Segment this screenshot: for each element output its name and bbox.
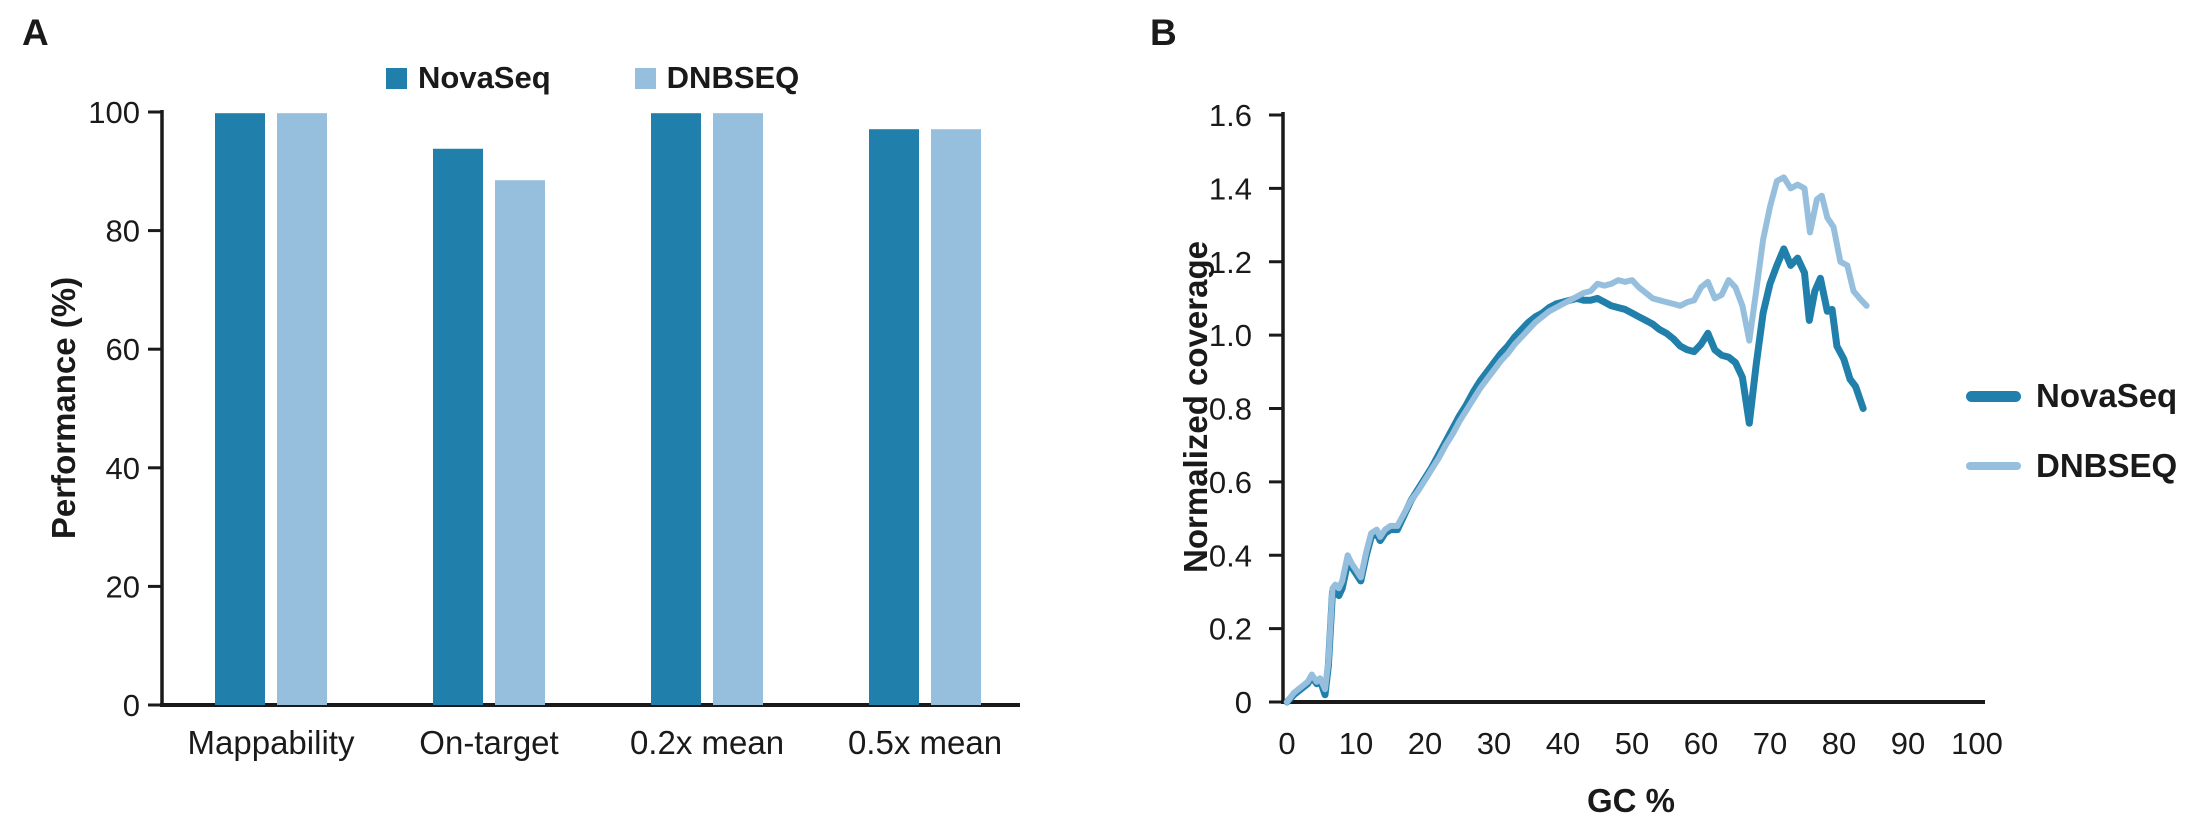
legend-item-novaseq: NovaSeq	[386, 60, 551, 96]
b-x-tick-label: 40	[1546, 726, 1580, 761]
b-y-tick-label: 1.2	[1209, 245, 1252, 280]
novaseq-line	[1283, 245, 1867, 706]
legend-label-novaseq: NovaSeq	[418, 60, 551, 95]
panel-b-label: B	[1150, 12, 1177, 53]
b-y-tick-label: 1.6	[1209, 98, 1252, 133]
dnbseq-bar-mappability	[277, 113, 327, 706]
a-category-label: 0.5x mean	[848, 724, 1002, 761]
novaseq-bar-0-5x-mean	[869, 129, 919, 705]
novaseq-swatch-icon	[386, 67, 407, 89]
b-x-tick-label: 20	[1408, 726, 1442, 761]
b-y-tick-label: 1.0	[1209, 318, 1252, 353]
b-x-tick-label: 60	[1684, 726, 1718, 761]
b-x-tick-label: 100	[1951, 726, 2003, 761]
legend-label-dnbseq: DNBSEQ	[666, 60, 800, 95]
b-y-tick-label: 0.4	[1209, 538, 1252, 573]
panel-b-x-axis-title: GC %	[1586, 782, 1676, 819]
b-y-tick-label: 0.8	[1209, 392, 1252, 427]
legend-label-dnbseq: DNBSEQ	[2036, 447, 2178, 484]
b-x-tick-label: 50	[1615, 726, 1649, 761]
novaseq-bar-on-target	[433, 148, 483, 706]
dnbseq-line-swatch-icon	[1966, 462, 2021, 470]
panel-a-plot: 0 20 40 60 80 100 Mappability On-target 0.2x mea…	[88, 95, 1020, 761]
panel-b-plot: 0 0.2 0.4 0.6 0.8 1.0 1.2 1.4 1.6 0 10 20 30 40 50 60 70…	[1209, 98, 2003, 761]
b-x-tick-label: 0	[1278, 726, 1295, 761]
dnbseq-swatch-icon	[634, 67, 656, 89]
b-x-tick-label: 70	[1753, 726, 1787, 761]
a-category-label: 0.2x mean	[630, 724, 784, 761]
panel-a-label: A	[22, 12, 49, 53]
b-x-tick-label: 30	[1477, 726, 1511, 761]
b-x-tick-label: 10	[1339, 726, 1373, 761]
b-y-tick-label: 0.6	[1209, 465, 1252, 500]
novaseq-bar-0-2x-mean	[651, 113, 701, 706]
panel-a-legend: NovaSeq DNBSEQ	[386, 60, 799, 96]
a-category-label: Mappability	[188, 724, 355, 761]
a-y-tick-label: 20	[106, 569, 140, 604]
b-x-tick-label: 90	[1891, 726, 1925, 761]
legend-label-novaseq: NovaSeq	[2036, 377, 2178, 414]
legend-item-dnbseq: DNBSEQ	[634, 60, 800, 96]
panel-b-y-axis-title: Normalized coverage	[1177, 241, 1214, 573]
a-y-tick-label: 100	[88, 95, 140, 130]
dnbseq-bar-0-2x-mean	[713, 113, 763, 706]
b-x-tick-label: 80	[1822, 726, 1856, 761]
a-y-tick-label: 40	[106, 451, 140, 486]
dnbseq-bar-on-target	[495, 180, 545, 705]
dnbseq-line	[1284, 174, 1870, 705]
panel-a-y-axis-title: Performance (%)	[45, 276, 82, 540]
b-y-tick-label: 0.2	[1209, 612, 1252, 647]
b-y-tick-label: 0	[1235, 685, 1252, 720]
dnbseq-bar-0-5x-mean	[931, 129, 981, 705]
a-y-tick-label: 0	[123, 688, 140, 723]
a-category-label: On-target	[419, 724, 558, 761]
novaseq-bar-mappability	[215, 113, 265, 706]
b-y-tick-label: 1.4	[1209, 171, 1252, 206]
panel-b-legend-novaseq: NovaSeq	[1966, 377, 2178, 414]
panel-b-legend-dnbseq: DNBSEQ	[1966, 447, 2178, 484]
novaseq-line-swatch-icon	[1966, 390, 2021, 402]
a-y-tick-label: 60	[106, 332, 140, 367]
a-y-tick-label: 80	[106, 214, 140, 249]
